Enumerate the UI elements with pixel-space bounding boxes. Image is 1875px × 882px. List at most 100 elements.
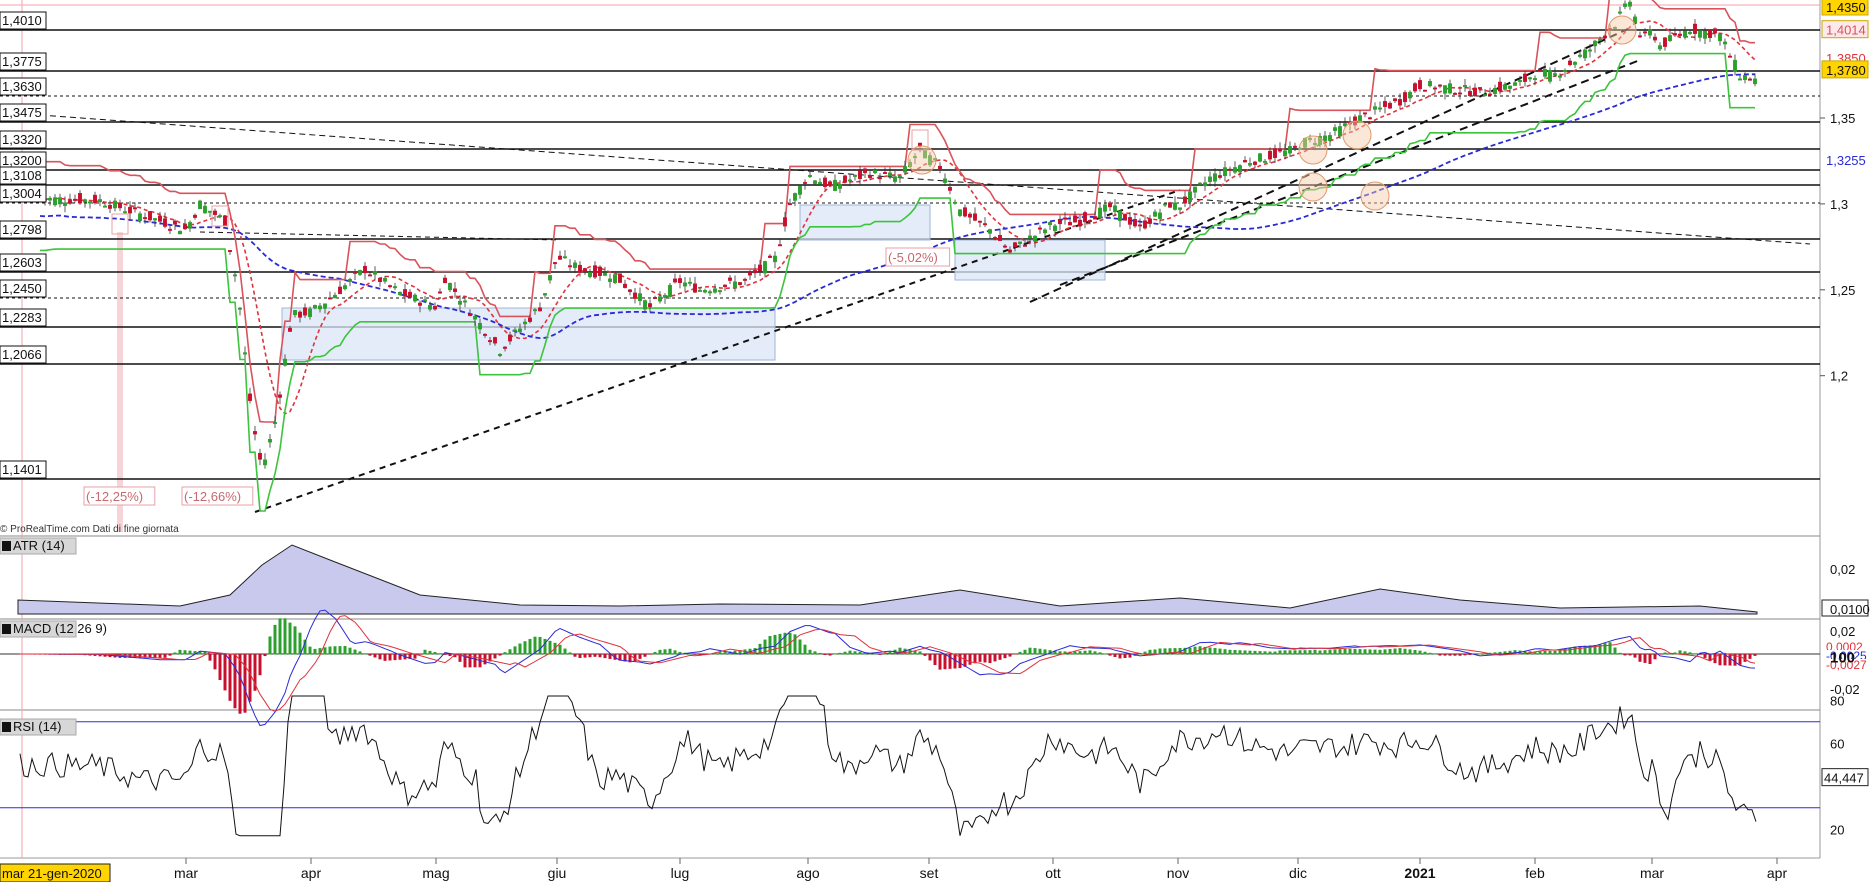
candle-body xyxy=(968,213,973,218)
macd-bar xyxy=(978,654,982,662)
candle-body xyxy=(728,277,733,281)
candle-body xyxy=(87,201,92,204)
candle-body xyxy=(1737,78,1742,81)
candle-body xyxy=(1257,153,1262,162)
candle-body xyxy=(1237,165,1242,173)
candle-body xyxy=(348,279,353,283)
candle-body xyxy=(1662,37,1667,47)
candle-body xyxy=(1182,196,1187,204)
macd-bar xyxy=(1003,654,1007,659)
highlight-box xyxy=(911,129,929,151)
candle-body xyxy=(1522,73,1527,82)
candle-body xyxy=(478,322,483,330)
macd-bar xyxy=(963,654,967,667)
macd-bar xyxy=(1063,651,1067,655)
macd-bar xyxy=(1688,652,1692,655)
candle-body xyxy=(1727,55,1732,58)
macd-bar xyxy=(93,654,97,656)
candle-body xyxy=(423,299,428,302)
candle-body xyxy=(182,224,187,230)
macd-bar xyxy=(603,654,607,659)
macd-bar xyxy=(463,654,467,668)
candle-body xyxy=(1003,245,1008,248)
macd-bar xyxy=(183,650,187,655)
macd-bar xyxy=(1273,651,1277,655)
candle-body xyxy=(1117,210,1122,221)
macd-bar xyxy=(1103,653,1107,655)
candle-body xyxy=(1687,31,1692,34)
level-label: 1,2066 xyxy=(2,347,42,362)
macd-bar xyxy=(1258,651,1262,655)
macd-bar xyxy=(658,649,662,655)
level-label: 1,1401 xyxy=(2,462,42,477)
candle-body xyxy=(833,179,838,191)
candle-body xyxy=(1282,150,1287,157)
price-badge-label: 1,4350 xyxy=(1826,0,1866,15)
price-badge xyxy=(1821,60,1869,79)
candle-body xyxy=(723,284,728,288)
candle-body xyxy=(1162,203,1167,206)
month-label: dic xyxy=(1289,865,1307,881)
macd-bar xyxy=(488,654,492,662)
candle-body xyxy=(1472,87,1477,97)
macd-bar xyxy=(1443,654,1447,656)
month-label: set xyxy=(920,865,939,881)
candle-body xyxy=(1647,29,1652,36)
candle-body xyxy=(1287,146,1292,154)
candle-body xyxy=(1377,107,1382,110)
panel-label-box xyxy=(0,537,77,555)
macd-bar xyxy=(468,654,472,668)
candle-body xyxy=(993,237,998,240)
macd-bar xyxy=(1553,650,1557,655)
macd-bar xyxy=(1733,654,1737,666)
macd-bar xyxy=(923,654,927,656)
panel-label-swatch xyxy=(2,541,11,551)
candle-body xyxy=(177,230,182,235)
macd-bar xyxy=(1633,654,1637,658)
macd-bar xyxy=(1643,654,1647,663)
macd-bar xyxy=(493,654,497,659)
candle-body xyxy=(1497,81,1502,92)
candle-body xyxy=(668,284,673,297)
macd-bar xyxy=(1418,650,1422,655)
macd-bar xyxy=(1728,654,1732,666)
candle-body xyxy=(548,275,553,281)
macd-bar xyxy=(1623,654,1627,656)
macd-bar xyxy=(653,651,657,655)
candle-body xyxy=(132,207,137,210)
candle-body xyxy=(1013,242,1018,248)
macd-bar xyxy=(693,654,697,655)
macd-bar xyxy=(1458,654,1462,656)
candle-body xyxy=(693,283,698,293)
macd-bar xyxy=(1383,649,1387,655)
macd-bar xyxy=(578,654,582,659)
month-label: nov xyxy=(1167,865,1190,881)
candle-body xyxy=(1387,102,1392,109)
macd-bar xyxy=(598,654,602,658)
candle-body xyxy=(788,203,793,206)
candle-body xyxy=(538,307,543,312)
candle-body xyxy=(303,307,308,316)
candle-body xyxy=(67,200,72,204)
macd-bar xyxy=(208,654,212,661)
macd-bar xyxy=(688,653,692,655)
candle-body xyxy=(1202,182,1207,187)
macd-bar xyxy=(1568,647,1572,655)
candle-body xyxy=(1192,186,1197,193)
macd-bar xyxy=(878,654,882,655)
macd-bar xyxy=(1753,654,1757,656)
macd-bar xyxy=(1508,650,1512,655)
candle-body xyxy=(1402,92,1407,103)
macd-bar xyxy=(988,654,992,664)
annotation-label: (-12,66%) xyxy=(184,489,241,504)
candle-body xyxy=(663,295,668,298)
macd-bar xyxy=(763,639,767,655)
candle-body xyxy=(1047,222,1052,226)
macd-bar xyxy=(1408,649,1412,655)
panel-label-box xyxy=(0,620,77,638)
macd-bar xyxy=(973,654,977,664)
candle-body xyxy=(1217,175,1222,178)
candle-body xyxy=(112,200,117,209)
macd-bar xyxy=(1363,649,1367,655)
candle-body xyxy=(898,175,903,178)
